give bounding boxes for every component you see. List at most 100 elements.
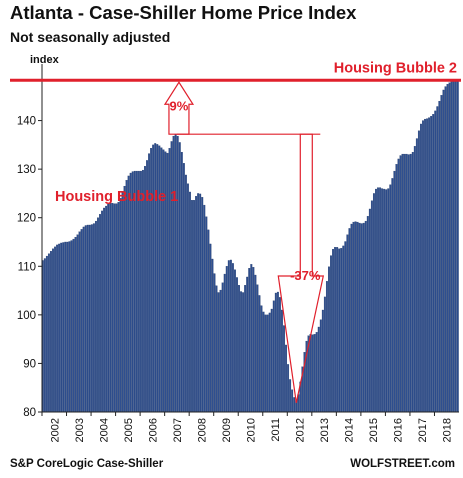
- drop-label: -37%: [290, 268, 321, 283]
- bar: [111, 202, 114, 413]
- y-tick-label: 90: [23, 358, 36, 370]
- bar: [424, 118, 426, 413]
- bar: [454, 80, 457, 413]
- bar: [246, 276, 249, 413]
- bar: [193, 200, 195, 413]
- bar: [274, 292, 277, 413]
- bar: [436, 106, 439, 413]
- bar: [88, 224, 91, 413]
- bar: [54, 246, 56, 413]
- bar: [393, 170, 396, 413]
- annotation-layer: Housing Bubble 1 Housing Bubble 2 9% -37%: [10, 60, 461, 403]
- bar: [262, 311, 265, 413]
- y-tick-label: 130: [17, 164, 36, 176]
- bar: [383, 188, 386, 413]
- bar: [129, 172, 132, 413]
- x-tick-label: 2010: [246, 418, 258, 442]
- bar: [276, 291, 279, 413]
- bar: [348, 228, 351, 413]
- x-tick-label: 2002: [49, 418, 61, 442]
- bar: [256, 284, 259, 413]
- bar: [236, 277, 238, 413]
- bar: [203, 204, 206, 413]
- bubble1-label: Housing Bubble 1: [55, 189, 178, 205]
- bar: [270, 308, 273, 413]
- y-tick-label: 100: [17, 310, 36, 322]
- bar: [109, 202, 112, 413]
- x-tick-label: 2014: [344, 418, 356, 442]
- bar: [209, 243, 212, 413]
- bar: [313, 334, 316, 413]
- bar: [405, 153, 408, 413]
- bar: [334, 247, 337, 413]
- x-tick-label: 2018: [442, 418, 454, 442]
- bar: [379, 187, 382, 413]
- bar: [338, 248, 341, 413]
- bar: [342, 245, 345, 413]
- y-axis-label: index: [30, 54, 60, 66]
- chart-subtitle: Not seasonally adjusted: [10, 29, 171, 45]
- bar: [446, 83, 449, 413]
- bar: [142, 169, 144, 413]
- bar: [168, 148, 171, 413]
- bar: [101, 210, 104, 413]
- gain-label: 9%: [170, 98, 189, 113]
- bar: [74, 236, 77, 413]
- bar: [172, 135, 175, 413]
- bar: [43, 258, 46, 413]
- bar: [211, 258, 214, 413]
- bar: [438, 100, 441, 413]
- bar: [285, 344, 287, 413]
- bar: [78, 231, 81, 413]
- bar: [72, 238, 75, 413]
- bar: [366, 216, 369, 413]
- bar: [225, 266, 228, 413]
- bar: [377, 187, 379, 413]
- bar: [121, 192, 124, 413]
- bar: [375, 188, 377, 413]
- bar: [189, 191, 191, 413]
- bar: [158, 145, 161, 413]
- bar: [291, 389, 294, 413]
- bar: [385, 189, 388, 413]
- x-tick-label: 2011: [270, 418, 282, 442]
- y-tick-label: 110: [18, 261, 36, 273]
- bar: [387, 188, 390, 413]
- bar: [422, 120, 424, 413]
- bar: [154, 143, 157, 413]
- x-tick-label: 2004: [98, 418, 110, 442]
- y-tick-label: 120: [17, 213, 36, 225]
- bar: [160, 147, 163, 413]
- bar: [113, 203, 116, 413]
- bar: [264, 314, 267, 413]
- bar: [456, 80, 459, 413]
- y-tick-label: 140: [17, 116, 36, 128]
- bar: [176, 135, 179, 413]
- bar: [221, 282, 224, 413]
- bar: [201, 197, 204, 413]
- bar: [150, 148, 153, 413]
- chart-title: Atlanta - Case-Shiller Home Price Index: [10, 2, 357, 23]
- bar: [115, 203, 118, 413]
- bar: [287, 364, 290, 413]
- bar: [278, 297, 281, 413]
- x-tick-label: 2012: [295, 418, 307, 442]
- bar: [417, 130, 420, 413]
- bar: [80, 229, 83, 413]
- bar: [233, 269, 236, 413]
- bar: [381, 188, 384, 413]
- source-note: S&P CoreLogic Case-Shiller: [10, 458, 164, 470]
- gain-arrow: [163, 81, 195, 135]
- bar: [407, 154, 410, 413]
- bar: [82, 226, 85, 413]
- bar: [56, 244, 59, 413]
- bar: [399, 155, 402, 413]
- bar: [283, 325, 285, 413]
- bar: [133, 170, 136, 413]
- bar: [156, 144, 159, 413]
- bar: [352, 221, 355, 413]
- bar: [426, 118, 429, 413]
- bar: [354, 221, 357, 413]
- bar: [84, 225, 87, 413]
- bar: [368, 208, 371, 413]
